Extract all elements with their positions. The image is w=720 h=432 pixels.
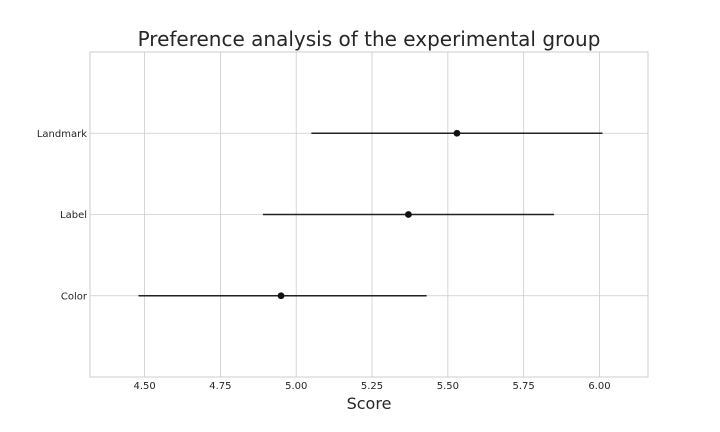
y-tick-label: Landmark	[37, 129, 87, 140]
x-tick-label: 5.75	[513, 381, 535, 392]
chart-title: Preference analysis of the experimental …	[138, 27, 601, 51]
x-tick-label: 4.75	[209, 381, 231, 392]
x-tick-labels: 4.50 4.75 5.00 5.25 5.50 5.75 6.00	[133, 381, 610, 392]
plot-frame	[89, 51, 649, 378]
x-tick-label: 4.50	[133, 381, 155, 392]
y-tick-label: Label	[60, 210, 87, 221]
mean-point	[277, 292, 285, 300]
data-marks	[138, 129, 603, 300]
y-tick-labels: Landmark Label Color	[37, 129, 88, 303]
x-tick-label: 6.00	[588, 381, 610, 392]
x-tick-label: 5.25	[361, 381, 383, 392]
x-axis-label: Score	[347, 394, 392, 413]
x-tick-label: 5.00	[285, 381, 307, 392]
x-tick-label: 5.50	[437, 381, 459, 392]
y-tick-label: Color	[61, 291, 88, 302]
mean-point	[453, 129, 461, 137]
mean-point	[405, 211, 412, 218]
